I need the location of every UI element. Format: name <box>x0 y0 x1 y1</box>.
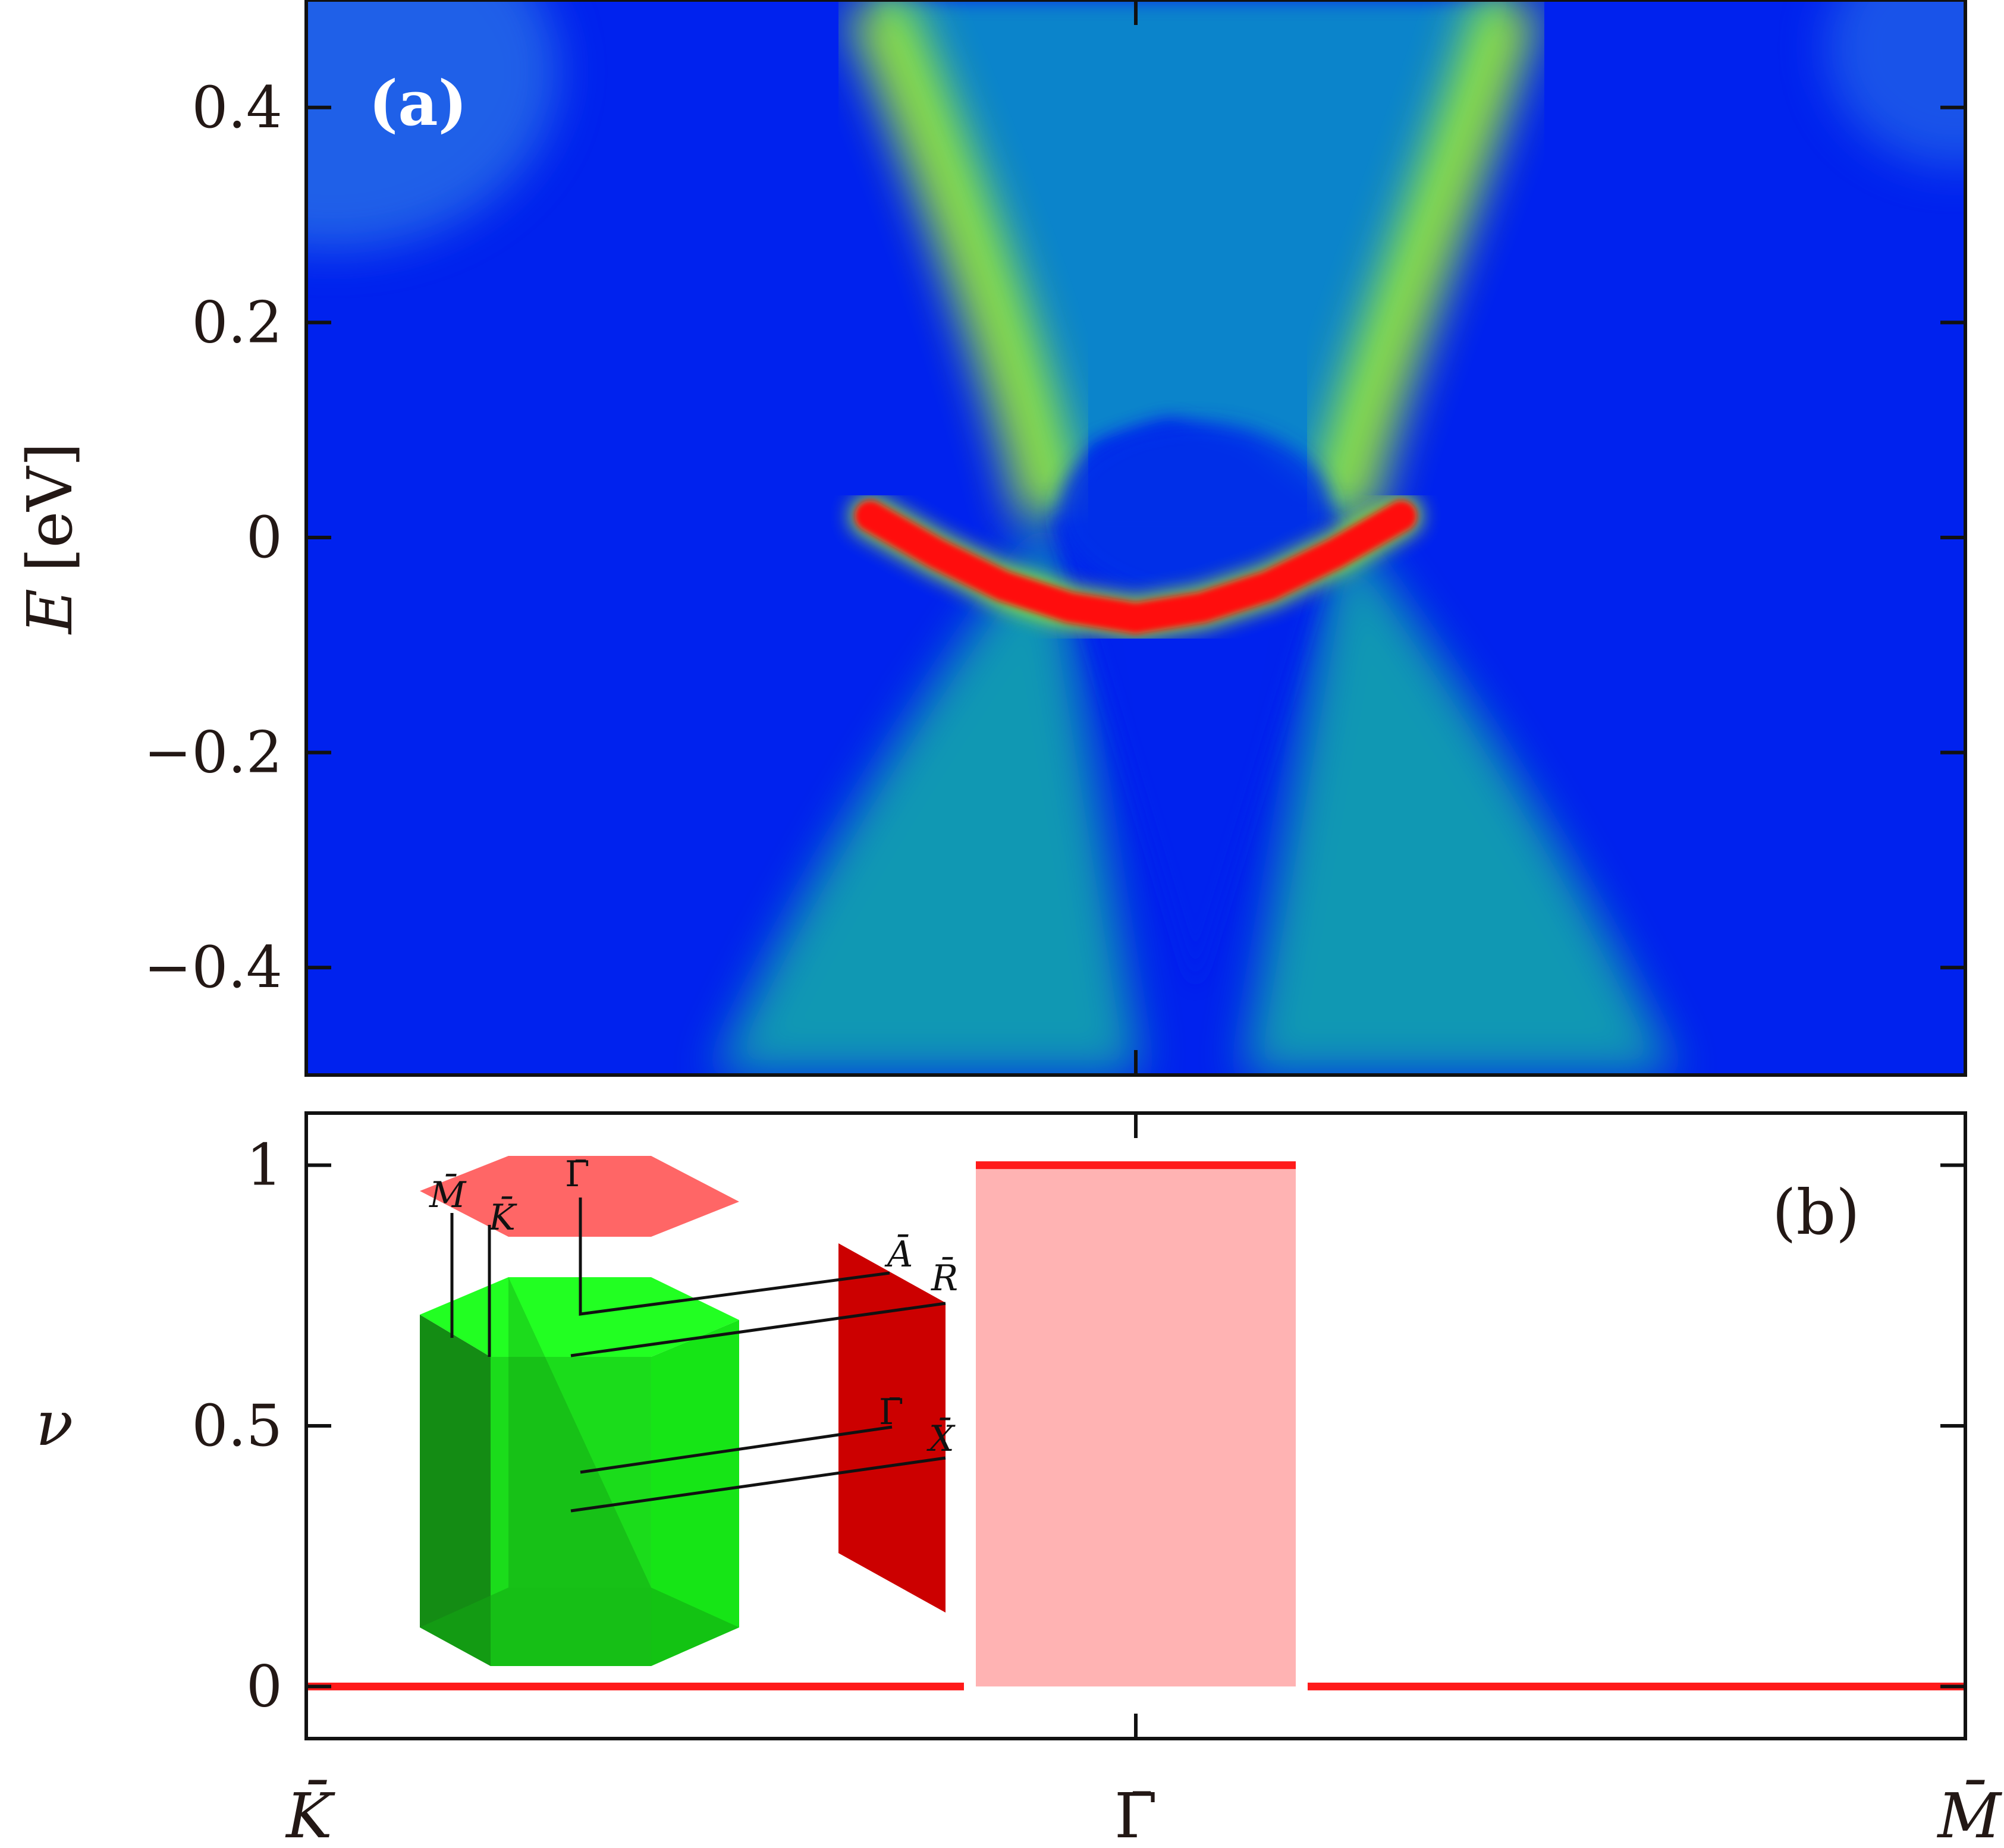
bz-label-K: K̄ <box>488 1196 517 1239</box>
bulk-cone-lower-right <box>1243 517 1677 1075</box>
bz-inset: M̄ K̄ Γ̄ Ā R̄ Γ̄ X̄ <box>420 1154 958 1666</box>
ytick-label-b: 0.5 <box>191 1393 282 1459</box>
series-nu <box>306 1161 1965 1690</box>
bz-label-A: Ā <box>884 1234 913 1275</box>
bz-label-Gamma-top: Γ̄ <box>565 1154 590 1195</box>
ytick-label-a: 0 <box>246 504 282 571</box>
shaded-region <box>976 1165 1296 1687</box>
xtick-label: Γ̄ <box>1114 1780 1157 1848</box>
bulk-edge-upper-right <box>1309 0 1542 524</box>
ytick-label-a: 0.4 <box>191 74 282 141</box>
ytick-label-b: 1 <box>246 1132 282 1199</box>
bulk-cone-lower-left <box>714 517 1142 1075</box>
panel-b: M̄ K̄ Γ̄ Ā R̄ Γ̄ X̄ 00.51 (b) ν <box>36 1111 1967 1740</box>
ytick-label-a: −0.2 <box>144 719 282 786</box>
surface-state-line <box>855 500 1417 634</box>
panel-a: −0.4 −0.2 0 0.2 0.4 (a) E [eV] <box>14 0 1967 1077</box>
bulk-edge-upper-left <box>844 0 1085 524</box>
ytick-label-b: 0 <box>246 1653 282 1720</box>
bz-label-X: X̄ <box>926 1418 956 1460</box>
ylabel-unit: [eV] <box>14 442 86 572</box>
prism-top-face <box>420 1277 739 1357</box>
bz-leader-lines <box>450 1198 946 1513</box>
bulk-corner-right <box>1826 0 1965 166</box>
svg-text:E [eV]: E [eV] <box>14 442 86 635</box>
panel-b-ylabel: ν <box>36 1387 73 1460</box>
ytick-label-a: 0.2 <box>191 289 282 356</box>
prism-back-edge-shade <box>508 1277 651 1588</box>
panel-a-label: (a) <box>369 67 467 140</box>
bz-label-Gamma-plane: Γ̄ <box>879 1391 904 1433</box>
prism-bottom-face <box>420 1588 739 1666</box>
ylabel-symbol: E <box>14 589 86 635</box>
panel-b-label: (b) <box>1772 1176 1860 1249</box>
bulk-corner-left <box>306 0 559 250</box>
panel-a-ticks: −0.4 −0.2 0 0.2 0.4 <box>144 0 1965 1075</box>
xtick-label: K̄ <box>285 1779 335 1848</box>
surface-state <box>849 495 1422 640</box>
gap-region <box>1058 422 1332 601</box>
bz-label-R: R̄ <box>931 1257 958 1299</box>
xtick-label: M̄ <box>1937 1779 2003 1848</box>
surface-bz-hexagon <box>420 1156 739 1237</box>
panel-b-ticks: 00.51 <box>191 1113 1965 1739</box>
x-tick-labels: K̄ Γ̄ M̄ <box>285 1779 2002 1848</box>
heatmap <box>306 0 1965 1075</box>
ytick-label-a: −0.4 <box>144 934 282 1001</box>
prism-left-face <box>420 1315 491 1666</box>
bz-label-M: M̄ <box>429 1174 467 1216</box>
panel-a-ylabel: E [eV] <box>14 442 86 635</box>
